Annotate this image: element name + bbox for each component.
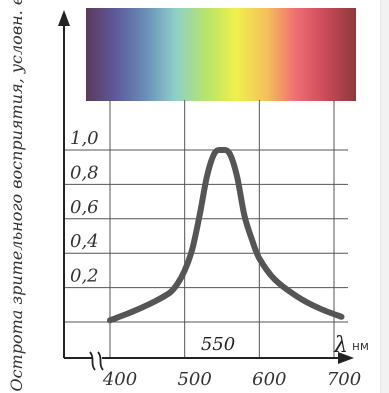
spectrum-band — [86, 8, 356, 101]
y-axis-arrow — [58, 10, 70, 26]
y-tick-label: 0,6 — [70, 197, 99, 218]
x-tick-label: 400 — [102, 369, 137, 390]
y-tick-label: 0,2 — [70, 266, 99, 287]
x-tick-label: 500 — [177, 369, 211, 390]
x-axis-arrow — [338, 352, 354, 364]
y-ticks: 0,2 0,4 0,6 0,8 1,0 — [70, 128, 99, 287]
y-axis-title: Острота зрительного восприятия, условн. … — [7, 0, 26, 392]
x-unit-label: нм — [352, 339, 369, 353]
y-tick-label: 1,0 — [70, 128, 99, 149]
x-tick-label: 600 — [252, 369, 286, 390]
grid — [64, 100, 348, 358]
x-tick-label: 700 — [327, 369, 361, 390]
y-tick-label: 0,4 — [70, 231, 99, 252]
x-ticks: 400 500 600 700 — [102, 369, 361, 390]
y-tick-label: 0,8 — [70, 162, 99, 183]
x-symbol-lambda: λ — [333, 333, 348, 358]
sensitivity-curve — [107, 146, 345, 324]
axis-break-mark-2 — [97, 351, 104, 371]
axis-break-mark-1 — [89, 351, 96, 371]
scan-edge — [380, 0, 389, 393]
peak-label: 550 — [201, 334, 235, 355]
